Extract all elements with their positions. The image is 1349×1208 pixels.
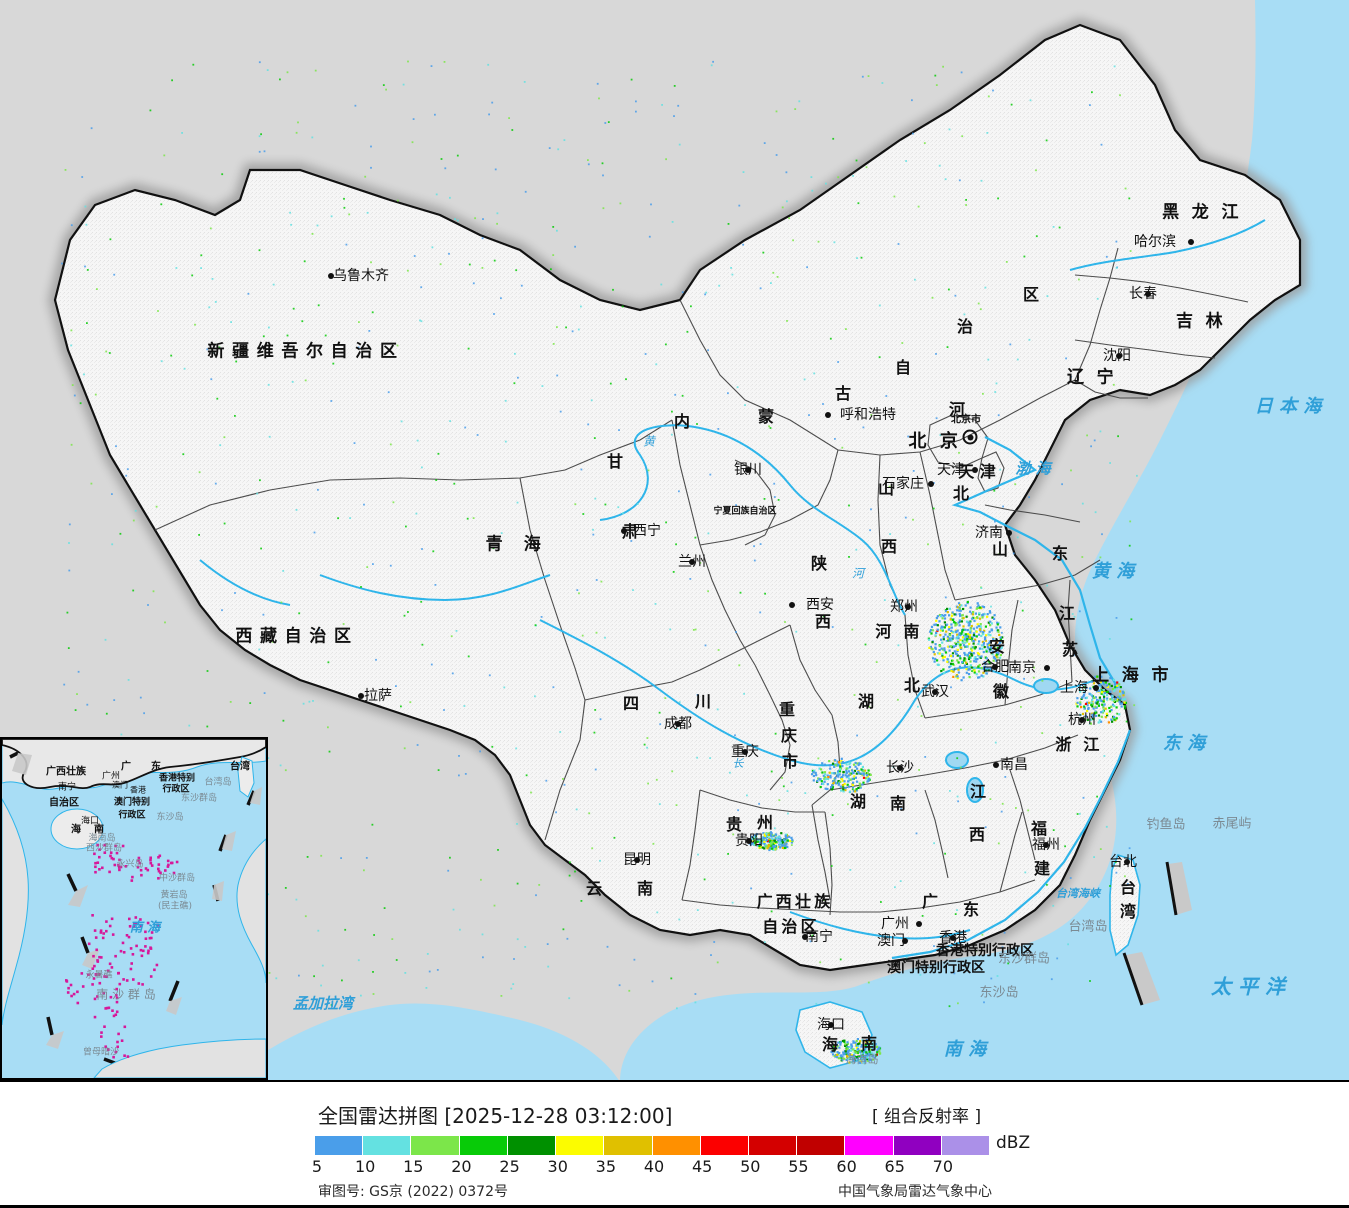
colorbar[interactable]: [315, 1136, 990, 1155]
colorbar-segment-3: [459, 1136, 508, 1155]
colorbar-segment-4: [507, 1136, 557, 1155]
colorbar-segment-5: [556, 1136, 605, 1155]
colorbar-tick-35: 35: [595, 1157, 617, 1176]
city-marker-dot: [1116, 353, 1122, 359]
colorbar-segment-0: [315, 1136, 364, 1155]
city-marker-dot: [742, 749, 748, 755]
colorbar-segment-8: [700, 1136, 749, 1155]
colorbar-tick-55: 55: [788, 1157, 809, 1176]
colorbar-tick-45: 45: [691, 1157, 713, 1176]
colorbar-segment-1: [363, 1136, 412, 1155]
city-marker-dot: [1043, 842, 1049, 848]
colorbar-segments[interactable]: [315, 1136, 990, 1155]
city-marker-dot: [1145, 291, 1151, 297]
colorbar-segment-7: [652, 1136, 701, 1155]
city-marker-dot: [828, 1022, 834, 1028]
city-marker-dot: [993, 762, 999, 768]
page-title: 全国雷达拼图 [2025-12-28 03:12:00]: [318, 1104, 673, 1128]
city-marker-dot: [1093, 685, 1099, 691]
colorbar-tick-30: 30: [547, 1157, 568, 1176]
map-panel[interactable]: 新疆维吾尔自治区 西藏自治区青 海甘肃内蒙古自治区黑 龙 江吉 林辽 宁宁夏回族自…: [0, 0, 1349, 1082]
city-marker-dot: [745, 467, 751, 473]
city-marker-dot: [328, 273, 334, 279]
colorbar-tick-10: 10: [354, 1157, 376, 1176]
city-marker-dot: [1124, 859, 1130, 865]
colorbar-segment-6: [604, 1136, 653, 1155]
city-marker-dot: [1006, 530, 1012, 536]
city-marker-dot: [746, 838, 752, 844]
approval-number: 审图号: GS京 (2022) 0372号: [318, 1184, 508, 1200]
city-marker-dot: [689, 559, 695, 565]
colorbar-tick-70: 70: [932, 1157, 954, 1176]
city-marker-dot: [928, 481, 934, 487]
colorbar-tick-20: 20: [451, 1157, 472, 1176]
colorbar-unit-label: dBZ: [996, 1133, 1031, 1153]
city-marker-dot: [972, 467, 978, 473]
radar-echo-layer: [60, 60, 1138, 1064]
city-marker-dot: [1044, 665, 1050, 671]
city-marker-dot: [825, 412, 831, 418]
city-marker-dot: [358, 693, 364, 699]
city-marker-dot: [932, 689, 938, 695]
colorbar-segment-2: [411, 1136, 460, 1155]
capital-marker-beijing: [962, 429, 978, 445]
city-marker-dot: [621, 528, 627, 534]
colorbar-tick-25: 25: [499, 1157, 520, 1176]
inset-map-graphic: [2, 739, 266, 1078]
city-marker-dot: [675, 721, 681, 727]
city-marker-dot: [916, 921, 922, 927]
colorbar-tick-50: 50: [740, 1157, 761, 1176]
city-marker-dot: [1079, 717, 1085, 723]
city-marker-dot: [802, 934, 808, 940]
colorbar-segment-12: [893, 1136, 942, 1155]
colorbar-segment-11: [845, 1136, 894, 1155]
colorbar-tick-65: 65: [884, 1157, 905, 1176]
colorbar-tick-5: 5: [311, 1157, 323, 1176]
source-organization: 中国气象局雷达气象中心: [838, 1184, 992, 1200]
city-marker-dot: [992, 664, 998, 670]
city-marker-dot: [1188, 239, 1194, 245]
colorbar-segment-10: [797, 1136, 846, 1155]
city-marker-dot: [902, 938, 908, 944]
colorbar-tick-40: 40: [643, 1157, 665, 1176]
south-china-sea-inset[interactable]: 广西壮族 自治区广东南宁 广州 澳门 香港 香港特别 行政区 澳门特别 行政区 台湾 台湾岛 东沙群岛…: [0, 737, 268, 1080]
colorbar-ticks: 5 10 15 20 25 30 35 40 45 50 55 60 65 70: [305, 1157, 1005, 1177]
colorbar-segment-13: [941, 1136, 990, 1155]
city-marker-dot: [789, 602, 795, 608]
product-type-label: [ 组合反射率 ]: [872, 1107, 982, 1127]
city-marker-dot: [905, 604, 911, 610]
colorbar-segment-9: [748, 1136, 798, 1155]
city-marker-dot: [950, 935, 956, 941]
colorbar-tick-60: 60: [836, 1157, 857, 1176]
colorbar-tick-15: 15: [403, 1157, 424, 1176]
title-row: 全国雷达拼图 [2025-12-28 03:12:00] [ 组合反射率 ]: [0, 1100, 1349, 1128]
city-marker-dot: [634, 857, 640, 863]
china-map-graphic: [0, 0, 1349, 1080]
city-marker-dot: [897, 765, 903, 771]
